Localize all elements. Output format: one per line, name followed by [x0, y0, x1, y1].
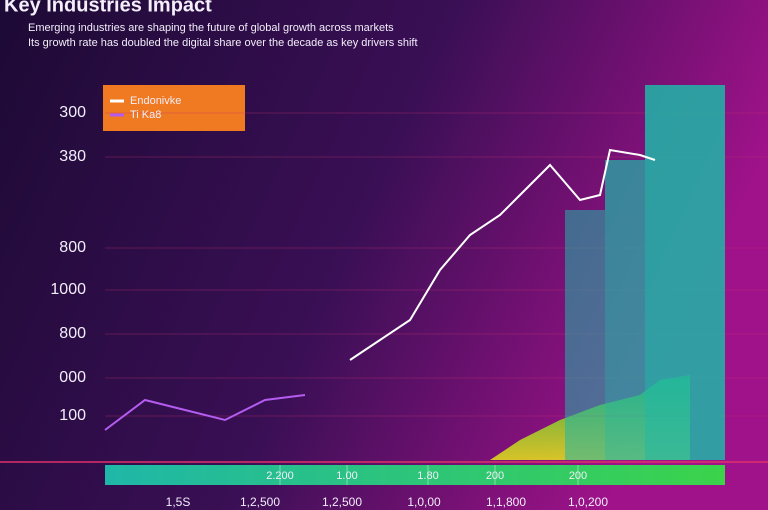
histogram-bar — [645, 85, 725, 460]
bottom-band — [105, 465, 725, 485]
y-tick-label: 1000 — [50, 281, 86, 298]
x-tick-label: 200 — [569, 470, 587, 482]
footer-label: 1,5S — [166, 495, 191, 509]
x-tick-label: 1.00 — [336, 470, 357, 482]
footer-label: 1,1,800 — [486, 495, 526, 509]
y-tick-label: 100 — [59, 407, 86, 424]
legend-label: Ti Ka8 — [130, 109, 161, 121]
footer-label: 1,2,500 — [322, 495, 362, 509]
footer-label: 1,0,200 — [568, 495, 608, 509]
y-tick-label: 800 — [59, 325, 86, 342]
y-tick-label: 300 — [59, 104, 86, 121]
legend-box — [103, 85, 245, 131]
subtitle: Its growth rate has doubled the digital … — [28, 37, 418, 49]
y-tick-label: 380 — [59, 148, 86, 165]
footer-label: 1,2,500 — [240, 495, 280, 509]
y-tick-label: 000 — [59, 369, 86, 386]
chart-title: Key Industries Impact — [4, 0, 212, 16]
x-tick-label: 2.200 — [266, 470, 294, 482]
footer-label: 1,0,00 — [407, 495, 441, 509]
x-tick-label: 1.80 — [417, 470, 438, 482]
y-tick-label: 800 — [59, 239, 86, 256]
histogram-bar — [565, 210, 605, 460]
line — [349, 148, 656, 361]
subtitle: Emerging industries are shaping the futu… — [28, 22, 394, 34]
x-tick-label: 200 — [486, 470, 504, 482]
line — [104, 394, 306, 431]
histogram-bar — [605, 160, 645, 460]
legend-label: Endonivke — [130, 95, 181, 107]
